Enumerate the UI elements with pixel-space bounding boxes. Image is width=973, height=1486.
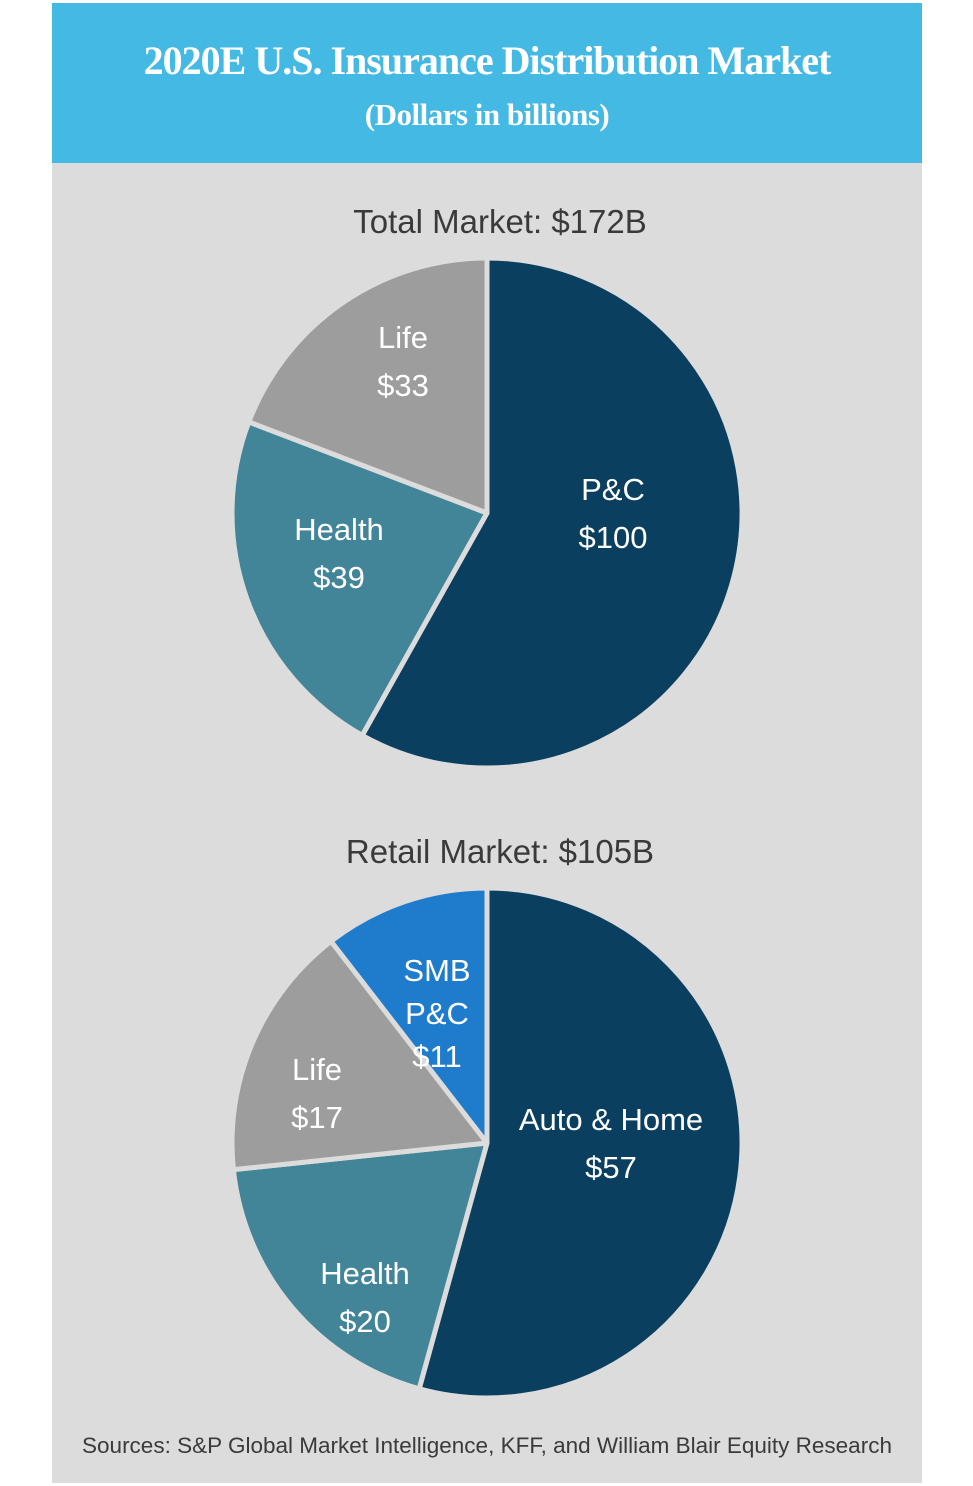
pie-slice-smb-p-c (328, 885, 490, 1146)
pie-slice-auto-home (416, 885, 745, 1401)
header-title: 2020E U.S. Insurance Distribution Market (143, 38, 832, 83)
pie-charts: Total Market: $172B P&C $100 Health $39 Life… (229, 203, 745, 1401)
pie-slice-health (229, 419, 490, 738)
slice-label-health: Health $20 (320, 1256, 410, 1339)
slice-label-health: Health $39 (294, 512, 384, 595)
total-market-pie: P&C $100 Health $39 Life $33 (229, 255, 745, 771)
slice-label-p-c: P&C $100 (579, 472, 648, 555)
pie-slice-p-c (359, 255, 745, 771)
total-market-title: Total Market: $172B (353, 203, 647, 240)
source-note: Sources: S&P Global Market Intelligence,… (82, 1433, 892, 1458)
retail-market-pie: Auto & Home $57 Health $20 Life $17 SMB P&C $11 (229, 885, 745, 1401)
header-subtitle: (Dollars in billions) (364, 97, 610, 132)
infographic-card: 2020E U.S. Insurance Distribution Market… (52, 3, 922, 1483)
slice-label-life: Life $17 (291, 1052, 343, 1135)
pie-slice-life (229, 938, 490, 1173)
pie-slice-life (246, 255, 490, 516)
retail-market-title: Retail Market: $105B (346, 833, 654, 870)
slice-label-smb-p-c: SMB P&C $11 (403, 953, 470, 1074)
pie-slice-health (230, 1140, 490, 1392)
slice-label-life: Life $33 (377, 320, 429, 403)
header-banner: 2020E U.S. Insurance Distribution Market… (52, 3, 922, 163)
slice-label-auto-home: Auto & Home $57 (519, 1102, 703, 1185)
